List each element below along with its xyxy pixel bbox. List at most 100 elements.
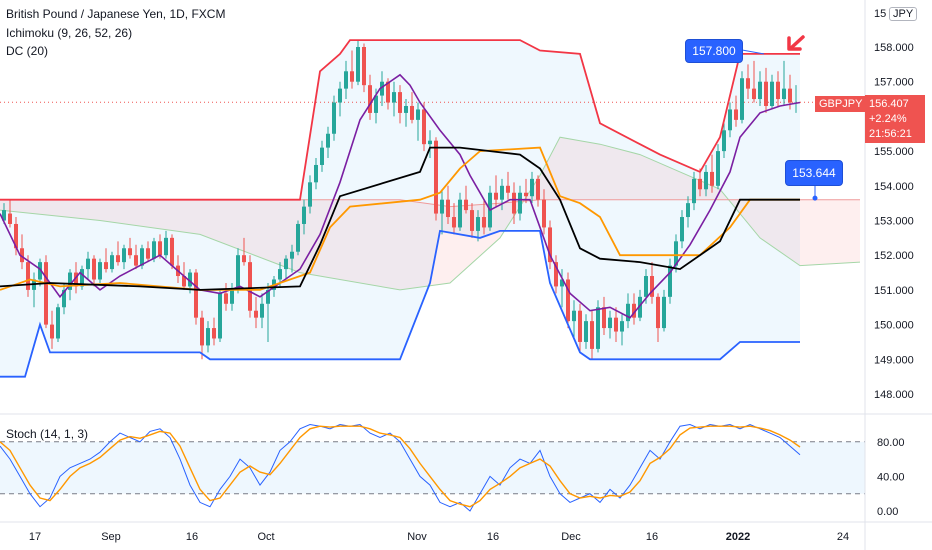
candle-body: [332, 102, 336, 134]
candle: [506, 171, 510, 200]
candle-body: [206, 328, 210, 346]
candle: [752, 60, 756, 103]
candle-body: [656, 296, 660, 329]
high-price-label: 157.800: [685, 39, 743, 63]
chikou-span: [0, 73, 801, 319]
time-tick-label: 16: [646, 531, 658, 543]
candle: [212, 317, 216, 346]
candle: [476, 210, 480, 242]
candle-body: [8, 213, 12, 224]
level-marker: [812, 195, 818, 201]
candle: [740, 71, 744, 124]
candle-body: [608, 317, 612, 329]
candle-body: [338, 88, 342, 103]
candle: [122, 244, 126, 270]
candle-body: [470, 210, 474, 231]
candle-body: [92, 258, 96, 280]
candle: [428, 130, 432, 159]
candle: [656, 293, 660, 342]
candle: [518, 185, 522, 221]
arrow-shaft: [789, 35, 805, 50]
candle-body: [164, 237, 168, 256]
candle: [194, 269, 198, 325]
currency-label[interactable]: JPY: [889, 7, 918, 21]
candle-body: [698, 178, 702, 190]
candle-body: [236, 255, 240, 290]
candle-body: [110, 255, 114, 270]
dc-upper-band: [0, 39, 800, 201]
candle: [764, 67, 768, 113]
candle-body: [434, 140, 438, 214]
candle: [398, 85, 402, 124]
candle-body: [404, 105, 408, 113]
candle: [86, 251, 90, 280]
candle-body: [254, 310, 258, 318]
candle: [392, 81, 396, 117]
candle: [134, 244, 138, 270]
candle-body: [344, 71, 348, 89]
candle-body: [38, 262, 42, 280]
candle-body: [146, 248, 150, 259]
candle-body: [284, 258, 288, 270]
candle: [722, 123, 726, 159]
candle-body: [170, 237, 174, 266]
candle-body: [308, 182, 312, 207]
candle: [80, 265, 84, 290]
stoch-legend[interactable]: Stoch (14, 1, 3): [6, 427, 89, 441]
candle-body: [56, 307, 60, 339]
candle: [746, 64, 750, 100]
candle-body: [662, 296, 666, 329]
time-tick-label: Sep: [101, 531, 121, 543]
candle: [716, 144, 720, 190]
candle: [662, 289, 666, 332]
candle-body: [188, 272, 192, 287]
candle: [758, 71, 762, 106]
candle-body: [650, 276, 654, 297]
candle: [50, 310, 54, 349]
candle-body: [446, 199, 450, 218]
candle-countdown: 21:56:21: [869, 128, 912, 140]
candle: [44, 255, 48, 329]
price-tick-label: 148.000: [874, 389, 914, 401]
candle-body: [182, 276, 186, 287]
candle-body: [392, 92, 396, 103]
candle: [446, 185, 450, 224]
candle: [710, 154, 714, 193]
candle-body: [122, 248, 126, 263]
candle-body: [716, 151, 720, 186]
candle: [356, 40, 360, 86]
arrow-head: [787, 36, 802, 51]
candle: [320, 140, 324, 172]
candle: [248, 255, 252, 318]
candle-body: [200, 317, 204, 346]
candle: [440, 189, 444, 235]
candle-body: [614, 317, 618, 332]
candle-body: [512, 192, 516, 214]
candle: [680, 210, 684, 249]
candle-body: [722, 130, 726, 152]
candle-body: [134, 255, 138, 266]
candle-body: [398, 92, 402, 113]
candle: [302, 199, 306, 235]
dc-legend[interactable]: DC (20): [6, 44, 49, 58]
candle-body: [386, 81, 390, 103]
candle: [338, 81, 342, 117]
candle-body: [422, 109, 426, 145]
candle-body: [524, 192, 528, 197]
candle-body: [704, 171, 708, 190]
candle: [14, 217, 18, 256]
candle: [104, 248, 108, 273]
ichimoku-legend[interactable]: Ichimoku (9, 26, 52, 26): [6, 26, 133, 40]
candle-body: [14, 223, 18, 249]
candle-body: [266, 289, 270, 304]
candle: [596, 300, 600, 353]
candle-body: [458, 199, 462, 228]
candle-body: [20, 248, 24, 263]
candle: [20, 234, 24, 270]
candle-body: [104, 262, 108, 270]
candle: [404, 99, 408, 127]
candle-body: [212, 328, 216, 339]
candle: [110, 251, 114, 273]
candle-body: [674, 241, 678, 266]
